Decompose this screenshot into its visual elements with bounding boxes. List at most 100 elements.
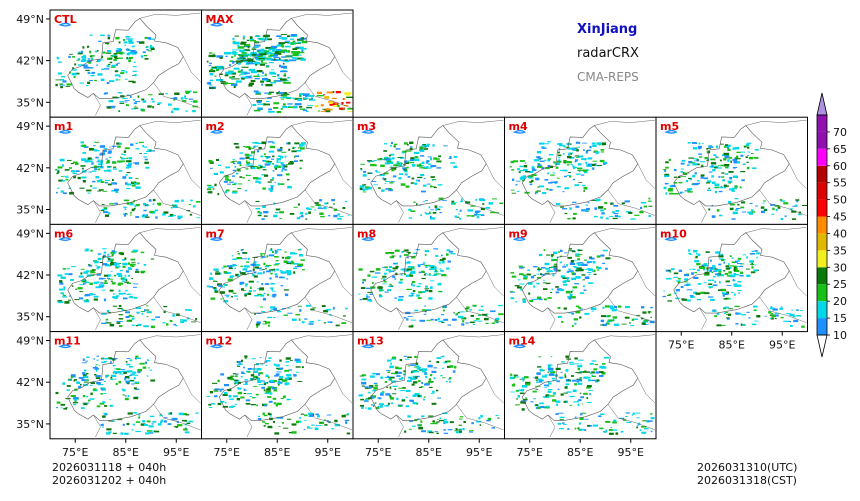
region-boundary [67,232,184,314]
x-tick-label: 95°E [163,446,189,459]
border-line [486,377,504,404]
panel-label: m3 [357,120,376,133]
y-tick-label: 49°N [16,335,44,348]
region-boundary [67,125,184,207]
colorbar-frame [816,114,828,336]
border-line [304,296,353,323]
init-lead-utc: 040h [138,461,167,474]
border-line [139,334,201,341]
init-time-utc: 2026031118 [52,461,122,474]
x-tick-label: 95°E [618,446,644,459]
border-line [637,270,656,297]
panel-m6: m6 [49,223,202,333]
colorbar-label: 60 [833,160,847,173]
y-tick-label: 35°N [16,418,44,431]
colorbar-label: 35 [833,244,847,257]
valid-time-utc: 2026031310(UTC) [697,461,798,474]
y-axis: 35°N 42°N 49°N 35°N 42°N 49°N 35°N 42°N 49°N 35°N… [16,13,50,431]
panel-label: m14 [509,335,536,348]
panel-label: m4 [509,120,528,133]
panel-map [509,227,656,330]
x-tick-label: 75°E [365,446,391,459]
border-line [789,163,807,189]
colorbar-segment [817,250,827,268]
x-tick-label: 75°E [62,446,88,459]
colorbar-segment [817,267,827,285]
border-line [486,163,504,189]
border-line [334,377,353,404]
y-tick-label: 42°N [16,55,44,68]
region-title: XinJiang [577,22,638,37]
y-tick-label: 42°N [16,376,44,389]
border-line [442,119,504,126]
panel-map [206,227,353,330]
region-boundary [673,125,790,207]
y-tick-label: 49°N [16,13,44,26]
panel-label: m10 [660,227,687,240]
colorbar: 10 15 20 25 30 35 40 45 50 55 60 65 70 [816,92,847,358]
colorbar-segment [817,131,827,149]
border-line [93,200,101,223]
border-line [745,227,807,233]
panel-m7: m7 [201,223,354,333]
x-tick-label: 85°E [567,446,593,459]
panel-label: CTL [54,13,77,26]
x-tick-label: 85°E [113,446,139,459]
border-line [745,119,807,126]
panel-background [656,224,808,332]
panel-label: m13 [357,335,384,348]
panel-m5: m5 [655,116,808,225]
panel-label: m12 [206,335,233,348]
x-tick-label: 75°E [517,446,543,459]
border-line [244,200,253,223]
panel-label: m2 [206,120,225,133]
border-line [456,296,504,323]
border-line [153,404,201,431]
panel-map [55,119,201,223]
colorbar-label: 10 [833,329,847,342]
panel-background [50,331,202,439]
panel-label: m7 [206,227,225,240]
region-boundary [370,232,487,314]
colorbar-label: 55 [833,177,847,190]
init-time-cst-line: 2026031202 + 040h [52,474,167,487]
colorbar-label: 25 [833,278,847,291]
border-line [291,227,353,233]
x-tick-label: 95°E [769,339,795,352]
panel-map [358,334,504,438]
panel-map [509,334,656,438]
colorbar-over-triangle [816,92,828,116]
border-line [594,334,656,341]
panel-m11: m11 [49,331,202,440]
panel-background [201,224,353,332]
border-line [396,307,404,330]
panel-map [662,227,807,330]
border-line [759,296,807,323]
region-boundary [218,125,336,207]
panel-label: m11 [54,335,81,348]
panel-map [359,119,504,223]
panel-map [206,12,353,116]
panel-label: m9 [509,227,528,240]
region-boundary [521,339,639,421]
panel-background [353,224,505,332]
border-line [759,189,807,216]
x-tick-label: 85°E [416,446,442,459]
border-line [93,93,101,116]
border-line [304,404,353,431]
border-line [396,200,404,223]
colorbar-segment [817,182,827,200]
colorbar-label: 65 [833,143,847,156]
model-title: CMA-REPS [577,70,639,84]
panel-map [57,227,201,330]
panel-m13: m13 [352,331,505,440]
colorbar-segment [817,284,827,302]
colorbar-segment [817,233,827,251]
border-line [291,119,353,126]
panel-map [509,119,656,223]
colorbar-segment [817,165,827,183]
panel-ctl: CTL [49,9,202,118]
border-line [607,189,656,216]
border-line [244,414,253,438]
